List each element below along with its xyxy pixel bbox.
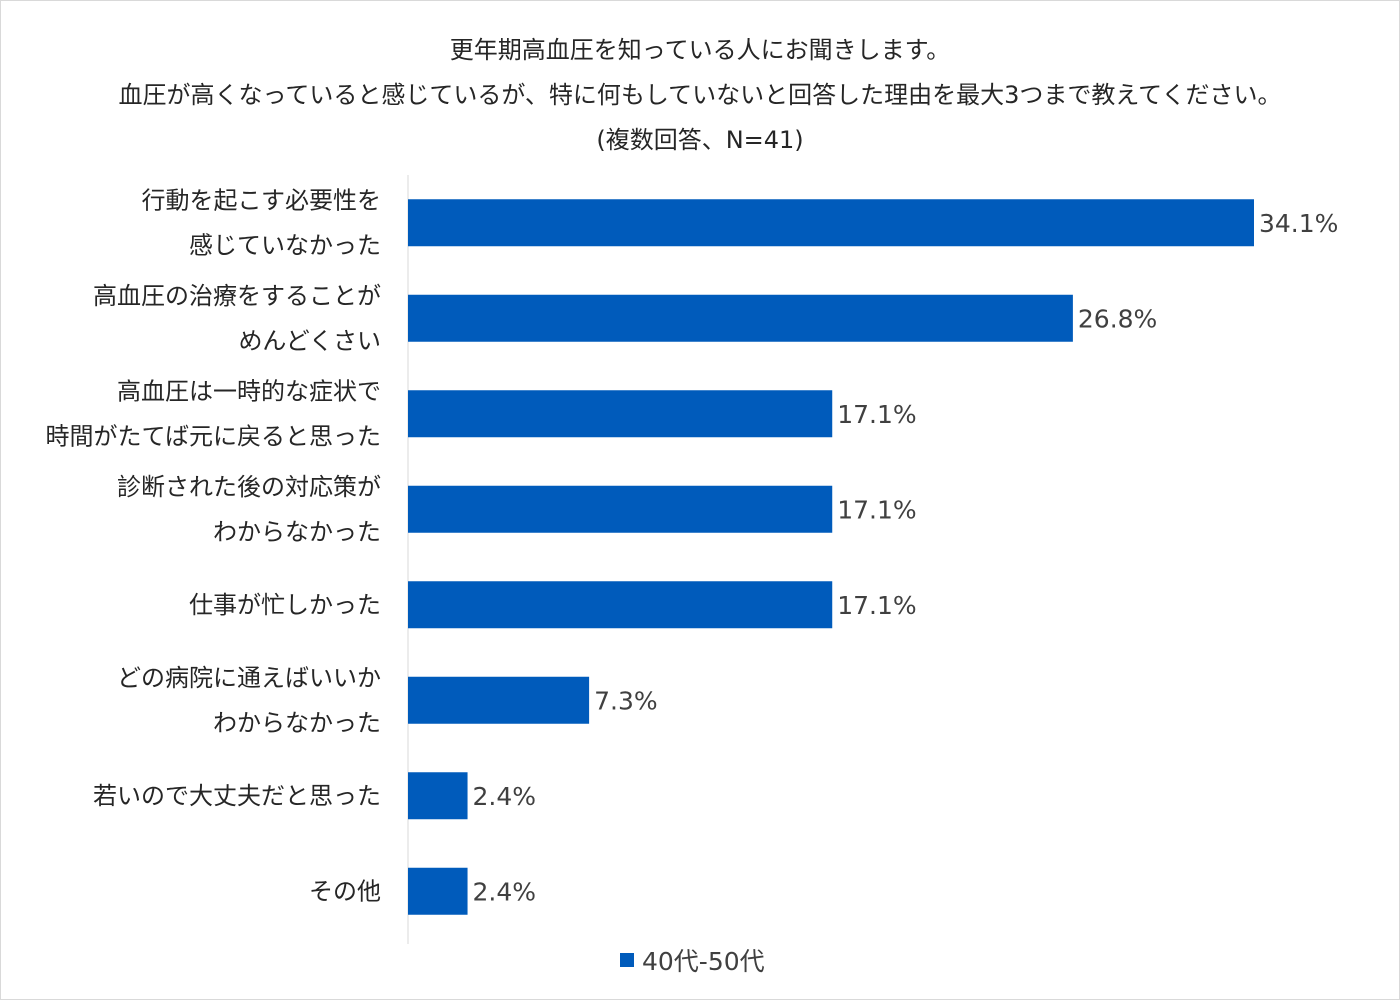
bar <box>408 772 468 820</box>
category-label: 若いので大丈夫だと思った <box>93 782 381 810</box>
data-label: 26.8% <box>1078 304 1157 333</box>
data-label: 17.1% <box>837 400 916 429</box>
category-label: 仕事が忙しかった <box>189 591 381 619</box>
title-line-1: 更年期高血圧を知っている人にお聞きします。 <box>449 36 951 64</box>
category-label: どの病院に通えばいいかわからなかった <box>117 664 381 737</box>
legend-label: 40代-50代 <box>642 947 765 976</box>
category-label: 行動を起こす必要性を感じていなかった <box>141 186 381 259</box>
data-label: 7.3% <box>594 686 658 715</box>
bar <box>408 676 590 724</box>
data-label: 2.4% <box>473 877 537 906</box>
data-label: 34.1% <box>1259 209 1338 238</box>
bar <box>408 294 1073 342</box>
data-label: 17.1% <box>837 591 916 620</box>
bar <box>408 199 1254 247</box>
category-label: 診断された後の対応策がわからなかった <box>117 473 381 546</box>
category-label: その他 <box>309 877 381 905</box>
bar <box>408 581 833 629</box>
data-label: 2.4% <box>473 782 537 811</box>
category-label: 高血圧の治療をすることがめんどくさい <box>93 282 381 355</box>
data-label: 17.1% <box>837 495 916 524</box>
chart-title: 更年期高血圧を知っている人にお聞きします。 血圧が高くなっていると感じているが、… <box>0 28 1400 163</box>
legend: 40代-50代 <box>620 942 765 978</box>
legend-swatch <box>620 953 634 967</box>
category-label: 高血圧は一時的な症状で時間がたてば元に戻ると思った <box>45 377 381 450</box>
bar <box>408 485 833 533</box>
title-line-3: (複数回答、N=41) <box>596 126 804 154</box>
title-line-2: 血圧が高くなっていると感じているが、特に何もしていないと回答した理由を最大3つま… <box>118 81 1282 109</box>
bar <box>408 867 468 915</box>
bar <box>408 390 833 438</box>
